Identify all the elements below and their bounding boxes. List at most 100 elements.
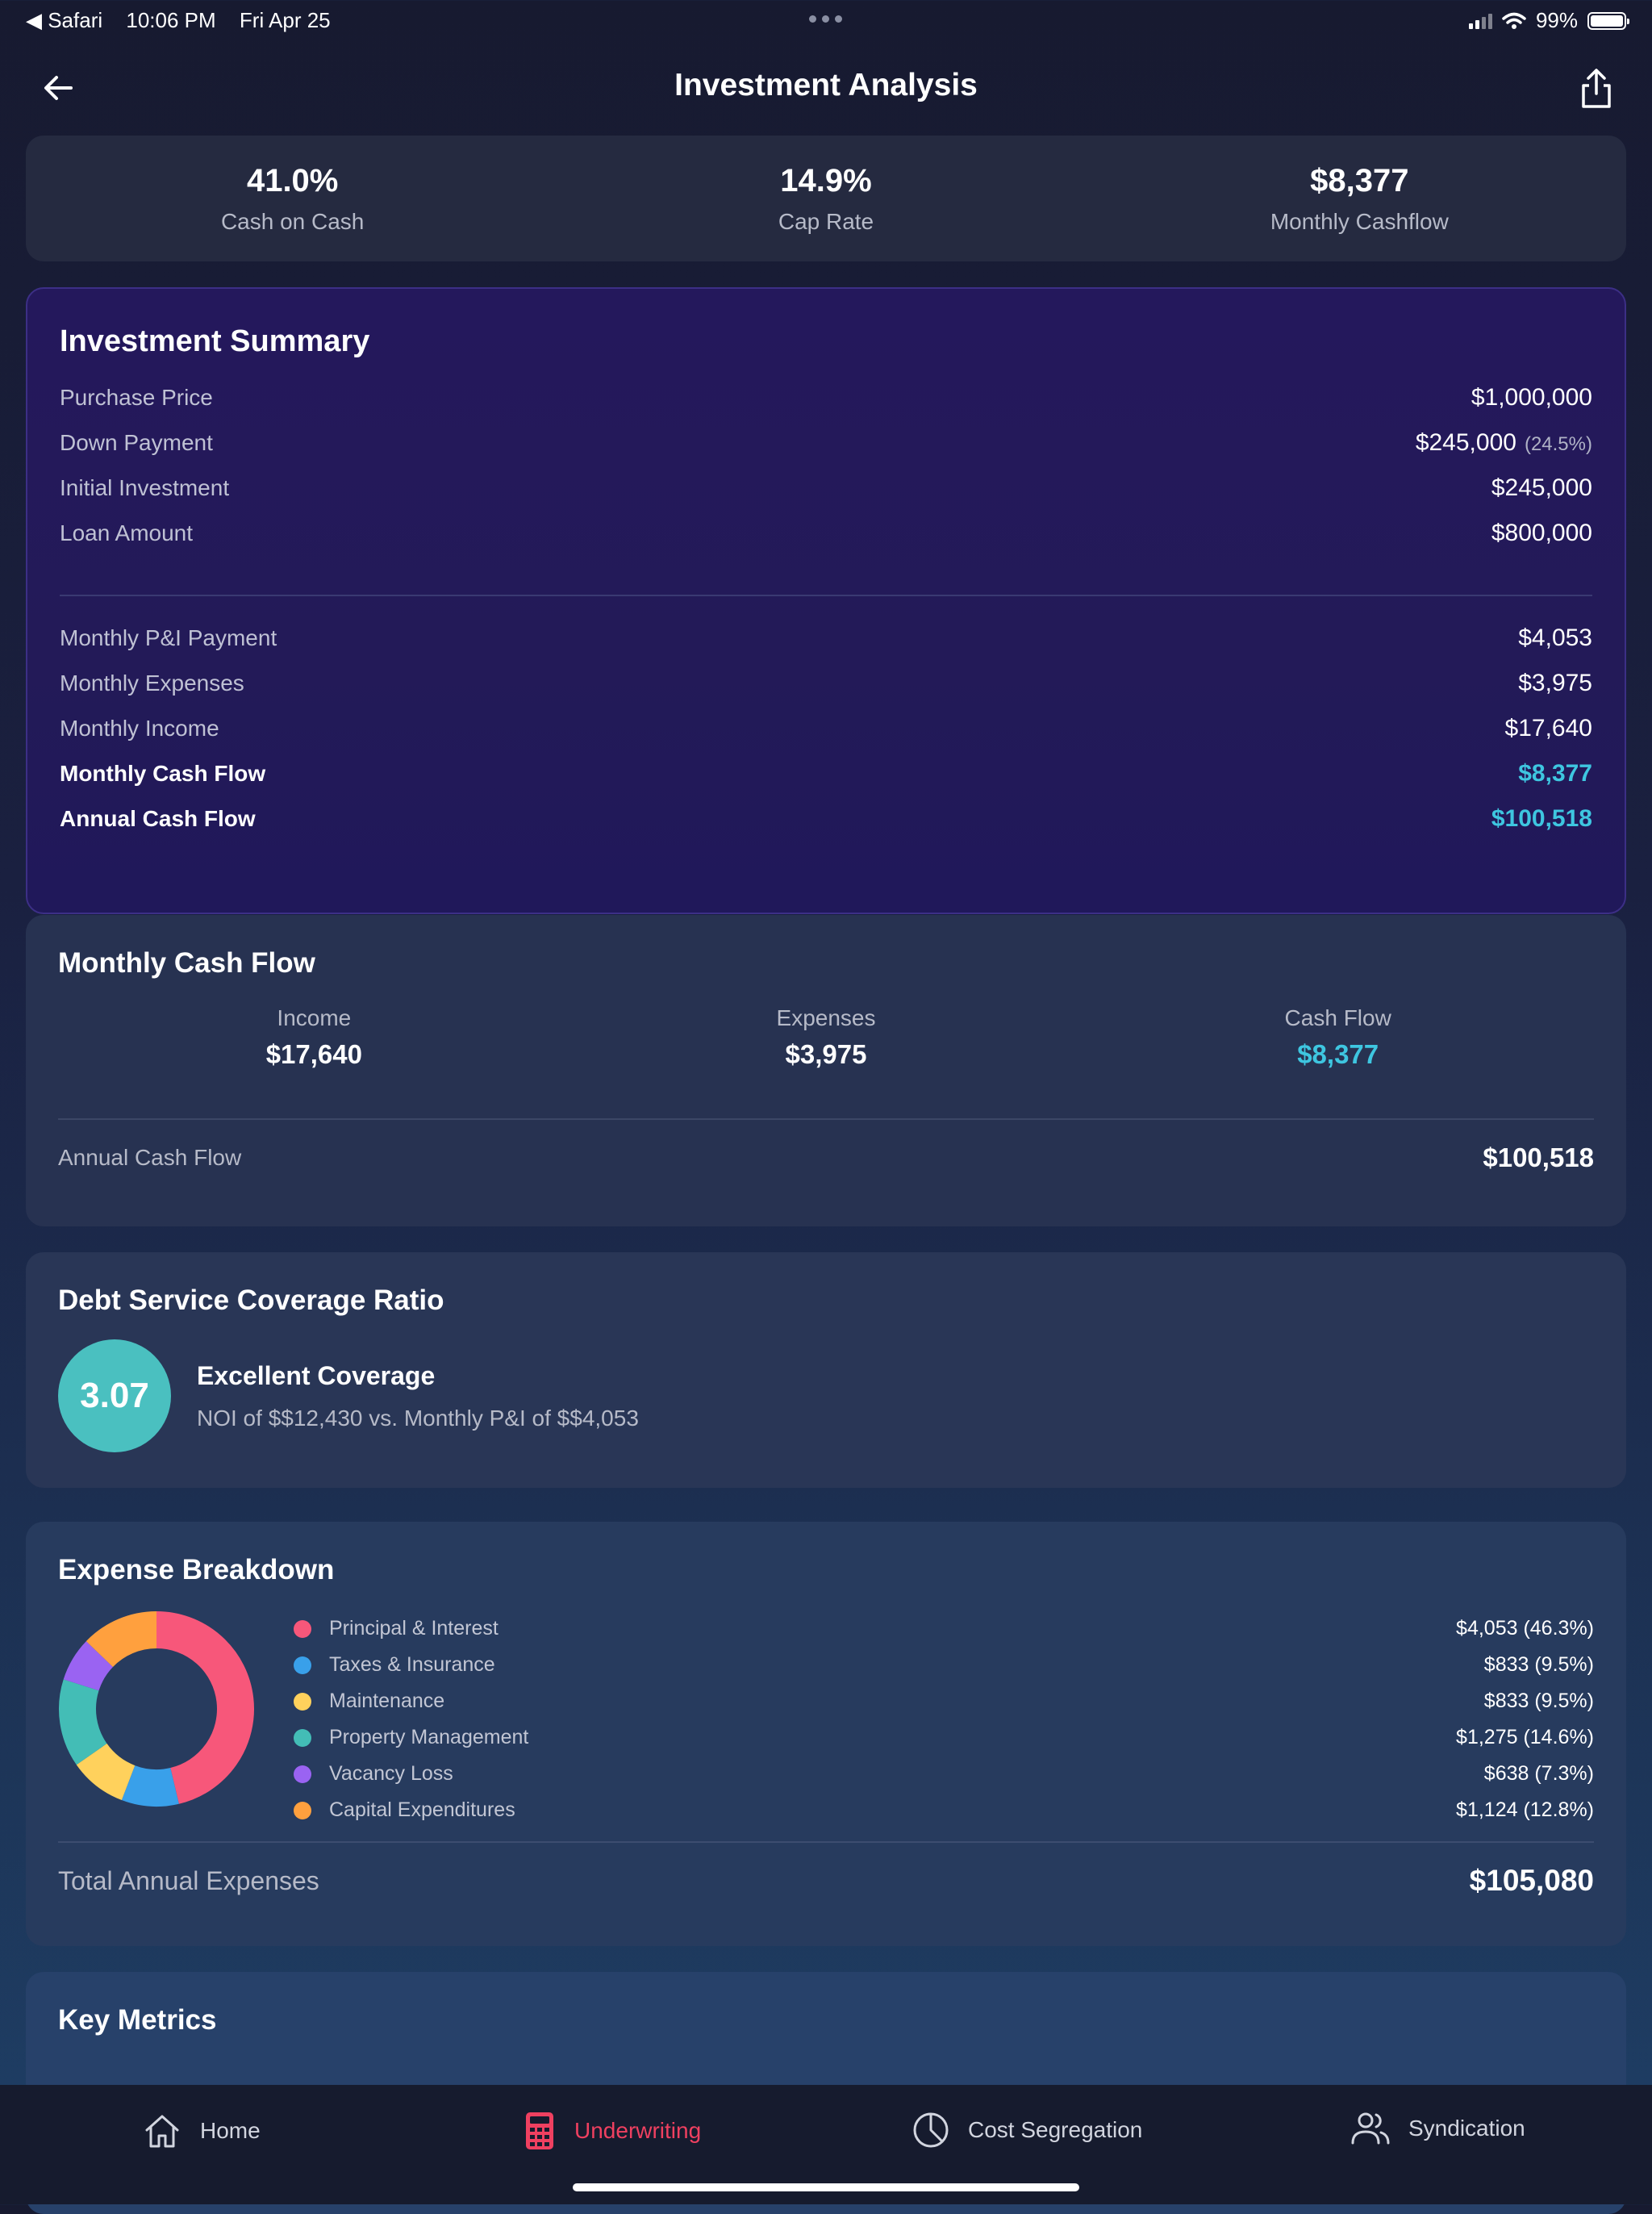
row-value: $800,000 [1491, 520, 1592, 546]
row-purchase-price: Purchase Price $1,000,000 [60, 375, 1592, 420]
legend-color-dot [294, 1692, 311, 1711]
legend-label: Taxes & Insurance [329, 1653, 495, 1676]
legend-label: Maintenance [329, 1690, 445, 1712]
stat-label: Monthly Cashflow [1270, 209, 1449, 234]
signal-icon [1468, 13, 1492, 29]
row-label: Total Annual Expenses [58, 1865, 319, 1895]
legend-label: Capital Expenditures [329, 1798, 515, 1821]
legend-color-dot [294, 1728, 311, 1747]
row-value: $17,640 [1504, 715, 1592, 741]
stat-label: Cash on Cash [220, 209, 365, 234]
row-value: $245,000 (24.5%) [1416, 420, 1592, 467]
calculator-icon [526, 2112, 553, 2149]
legend-item: Taxes & Insurance $833 (9.5%) [294, 1647, 1594, 1683]
row-value: $3,975 [1518, 670, 1592, 696]
expense-donut-chart [59, 1611, 254, 1807]
row-label: Monthly Expenses [60, 670, 244, 696]
tab-label: Underwriting [574, 2118, 702, 2143]
people-icon [1351, 2112, 1390, 2145]
row-value: $8,377 [1518, 760, 1592, 787]
legend-item: Property Management $1,275 (14.6%) [294, 1719, 1594, 1756]
legend-amount: $1,275 (14.6%) [1456, 1726, 1594, 1748]
stat-label: Cap Rate [778, 209, 874, 234]
donut-slice [76, 1743, 136, 1801]
stat-value: 41.0% [246, 163, 339, 198]
multitasking-dots-icon[interactable] [809, 15, 842, 23]
donut-slice [121, 1765, 179, 1807]
row-value: $100,518 [1483, 1143, 1594, 1172]
row-monthly-expenses: Monthly Expenses $3,975 [60, 661, 1592, 706]
legend-label: Principal & Interest [329, 1617, 499, 1640]
legend-label: Vacancy Loss [329, 1762, 453, 1785]
row-label: Monthly Cash Flow [60, 761, 266, 786]
row-initial-investment: Initial Investment $245,000 [60, 466, 1592, 511]
legend-amount: $833 (9.5%) [1483, 1690, 1594, 1712]
row-monthly-income: Monthly Income $17,640 [60, 706, 1592, 751]
row-label: Loan Amount [60, 520, 194, 545]
battery-icon [1587, 11, 1629, 30]
annual-cash-flow-row: Annual Cash Flow $100,518 [58, 1143, 1594, 1173]
row-label: Initial Investment [60, 475, 230, 500]
expenses-column: Expenses $3,975 [570, 1005, 1083, 1070]
house-icon [145, 2115, 179, 2148]
donut-slice [59, 1679, 107, 1765]
monthly-cash-flow-card: Monthly Cash Flow Income $17,640 Expense… [26, 915, 1626, 1226]
battery-percent: 99% [1535, 8, 1578, 32]
stat-monthly-cashflow: $8,377 Monthly Cashflow [1093, 136, 1626, 261]
key-stats-card: 41.0% Cash on Cash 14.9% Cap Rate $8,377… [26, 136, 1626, 261]
column-label: Income [277, 1005, 352, 1030]
column-label: Expenses [776, 1005, 876, 1030]
pie-chart-icon [913, 2112, 949, 2148]
row-value: $4,053 [1518, 625, 1592, 651]
tab-label: Cost Segregation [968, 2117, 1143, 2142]
dscr-body: 3.07 Excellent Coverage NOI of $$12,430 … [58, 1339, 1594, 1452]
legend-color-dot [294, 1656, 311, 1674]
legend-item: Vacancy Loss $638 (7.3%) [294, 1756, 1594, 1792]
divider [58, 1841, 1594, 1843]
navigation-bar: Investment Analysis [0, 48, 1652, 129]
tab-syndication[interactable]: Syndication [1350, 2111, 1525, 2146]
card-title: Debt Service Coverage Ratio [58, 1285, 444, 1316]
donut-slice [156, 1611, 254, 1804]
legend-amount: $4,053 (46.3%) [1456, 1617, 1594, 1640]
down-payment-percent: (24.5%) [1524, 433, 1592, 455]
legend-color-dot [294, 1801, 311, 1819]
card-title: Monthly Cash Flow [58, 947, 315, 979]
legend-amount: $1,124 (12.8%) [1456, 1798, 1594, 1821]
legend-item: Principal & Interest $4,053 (46.3%) [294, 1610, 1594, 1647]
status-right: 99% [1468, 8, 1629, 33]
row-loan-amount: Loan Amount $800,000 [60, 511, 1592, 556]
home-indicator[interactable] [573, 2183, 1079, 2191]
stat-value: 14.9% [780, 163, 872, 198]
tab-cost-segregation[interactable]: Cost Segregation [912, 2111, 1142, 2149]
column-label: Cash Flow [1284, 1005, 1391, 1030]
row-value: $245,000 [1491, 474, 1592, 501]
tab-underwriting[interactable]: Underwriting [523, 2111, 701, 2151]
divider [58, 1118, 1594, 1120]
legend-item: Maintenance $833 (9.5%) [294, 1683, 1594, 1719]
total-expenses-row: Total Annual Expenses $105,080 [58, 1864, 1594, 1898]
cash-flow-columns: Income $17,640 Expenses $3,975 Cash Flow… [58, 1005, 1594, 1070]
card-title: Investment Summary [60, 324, 370, 358]
tab-home[interactable]: Home [142, 2111, 261, 2151]
row-annual-cash-flow: Annual Cash Flow $100,518 [60, 796, 1592, 842]
column-value: $17,640 [265, 1039, 362, 1069]
row-label: Purchase Price [60, 385, 213, 410]
tab-label: Syndication [1408, 2116, 1525, 2141]
row-label: Monthly Income [60, 716, 219, 741]
share-icon[interactable] [1576, 66, 1617, 111]
row-monthly-cash-flow: Monthly Cash Flow $8,377 [60, 751, 1592, 796]
back-to-app-link[interactable]: ◀ Safari [26, 8, 103, 32]
wifi-icon [1502, 12, 1526, 29]
page-title: Investment Analysis [674, 68, 978, 102]
row-label: Annual Cash Flow [60, 806, 256, 831]
expense-body: Principal & Interest $4,053 (46.3%) Taxes … [58, 1610, 1594, 1821]
dscr-description: NOI of $$12,430 vs. Monthly P&I of $$4,0… [197, 1405, 639, 1431]
donut-slice [86, 1611, 157, 1668]
status-time: 10:06 PM [126, 8, 216, 32]
row-monthly-pi: Monthly P&I Payment $4,053 [60, 616, 1592, 661]
back-arrow-icon[interactable] [39, 68, 79, 108]
legend-color-dot [294, 1619, 311, 1638]
legend-color-dot [294, 1765, 311, 1783]
divider [60, 595, 1592, 596]
